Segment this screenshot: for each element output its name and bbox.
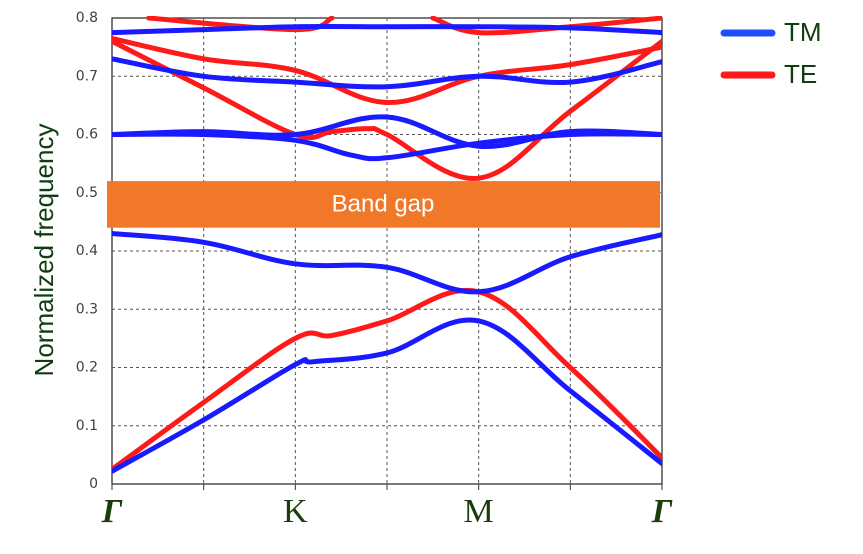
y-tick-label: 0.7 bbox=[76, 68, 98, 84]
x-tick-label: K bbox=[283, 493, 308, 530]
te-band-2 bbox=[112, 38, 662, 181]
legend-label-tm: TM bbox=[784, 17, 822, 47]
te-band-3 bbox=[112, 35, 662, 106]
legend-label-te: TE bbox=[784, 59, 817, 89]
y-tick-label: 0.4 bbox=[76, 243, 98, 259]
te-band-1 bbox=[112, 287, 662, 472]
y-tick-labels: 0 0.1 0.2 0.3 0.4 0.5 0.6 0.7 0.8 bbox=[76, 10, 98, 492]
y-tick-label: 0 bbox=[89, 476, 98, 492]
tm-band-4 bbox=[112, 114, 662, 149]
tm-band-5 bbox=[112, 56, 662, 90]
y-tick-label: 0.5 bbox=[76, 185, 98, 201]
tm-band-1 bbox=[112, 317, 662, 474]
y-axis-label: Normalized frequency bbox=[29, 124, 59, 377]
x-tick-label: M bbox=[464, 493, 494, 530]
y-tick-label: 0.1 bbox=[76, 418, 98, 434]
x-tick-label: Γ bbox=[651, 493, 673, 530]
band-curves bbox=[112, 16, 662, 474]
band-gap-annotation: Band gap bbox=[107, 181, 660, 228]
band-gap-bar bbox=[107, 181, 660, 228]
band-gap-label: Band gap bbox=[332, 191, 435, 218]
tm-band-6 bbox=[112, 23, 662, 36]
y-tick-label: 0.3 bbox=[76, 301, 98, 317]
y-tick-label: 0.2 bbox=[76, 360, 98, 376]
x-tick-label: Γ bbox=[101, 493, 123, 530]
tm-band-2 bbox=[112, 231, 662, 295]
y-tick-label: 0.6 bbox=[76, 127, 98, 143]
y-tick-label: 0.8 bbox=[76, 10, 98, 26]
legend: TM TE bbox=[720, 17, 822, 89]
tm-band-3 bbox=[112, 131, 662, 162]
